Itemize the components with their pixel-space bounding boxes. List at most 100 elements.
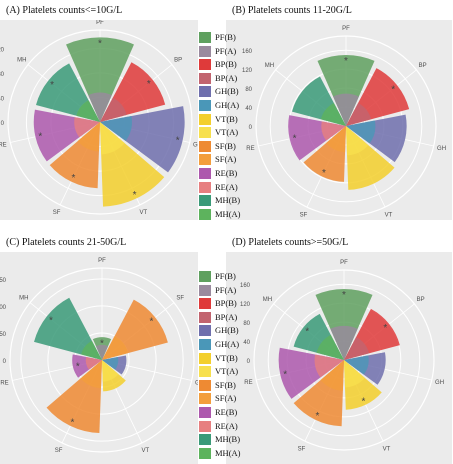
panel-c-title: (C) Platelets counts 21-50G/L <box>6 237 127 248</box>
category-label: VT <box>142 448 150 454</box>
bar-re-a <box>314 354 344 378</box>
r-tick-label: 80 <box>0 72 5 78</box>
legend-bottom-label: RE(B) <box>215 407 238 417</box>
category-label: GH <box>193 142 198 148</box>
panel-b-title: (B) Platelets counts 11-20G/L <box>232 5 352 16</box>
legend-bottom-label: PF(B) <box>215 271 236 281</box>
bar-pf-a <box>330 325 358 360</box>
category-label: RE <box>244 380 252 386</box>
r-tick-label: 0 <box>249 125 253 131</box>
bar-mh-a <box>320 102 346 126</box>
bar-pf-a <box>333 93 359 126</box>
significance-star: * <box>383 323 387 334</box>
legend-bottom-label: BP(B) <box>215 298 237 309</box>
legend-bottom-label: GH(B) <box>215 325 239 336</box>
category-label: PF <box>98 258 106 264</box>
panel-c: (C) Platelets counts 21-50G/L 0 50 100 150 P… <box>0 232 226 464</box>
bar-gh-a <box>100 116 132 141</box>
legend-bottom-swatch <box>199 393 211 405</box>
legend-bottom-label: VT(B) <box>215 352 238 363</box>
panel-d: (D) Platelets counts>=50G/L 0 40 80 120 160 P… <box>226 232 452 464</box>
legend-bottom-label: BP(A) <box>215 311 238 322</box>
legend-top-swatch <box>199 72 211 84</box>
bar-mh-b <box>34 297 102 360</box>
legend-top-label: MH(A) <box>215 208 241 219</box>
category-label: VT <box>385 212 393 218</box>
legend-top-label: MH(B) <box>215 195 241 206</box>
legend-bottom-swatch <box>199 352 211 364</box>
bar-pf-b <box>315 288 373 360</box>
legend-top-swatch <box>199 127 211 139</box>
category-label: VT <box>140 210 148 216</box>
significance-star: * <box>98 38 102 49</box>
r-tick-label: 120 <box>242 68 253 74</box>
r-tick-label: 0 <box>3 359 7 365</box>
legend-bottom-swatch <box>199 271 211 282</box>
category-label: BP <box>174 58 182 64</box>
bar-re-a <box>321 121 346 141</box>
legend-top-swatch <box>199 100 211 111</box>
category-label: RE <box>0 142 7 148</box>
panel-b: (B) Platelets counts 11-20G/L 0 40 80 120 16… <box>226 0 452 232</box>
legend-top-label: BP(B) <box>215 59 237 70</box>
category-label: MH <box>263 297 272 303</box>
r-tick-label: 50 <box>0 332 7 338</box>
r-tick-label: 40 <box>243 340 250 346</box>
legend-bottom-swatch <box>199 447 211 459</box>
legend-bottom-label: SF(A) <box>215 393 237 404</box>
significance-star: * <box>71 417 75 428</box>
significance-star: * <box>361 396 365 407</box>
significance-star: * <box>50 80 54 91</box>
significance-star: * <box>38 132 42 143</box>
legend-bottom-swatch <box>199 311 211 323</box>
legend-top-swatch <box>199 168 211 179</box>
panel-a-title: (A) Platelets counts<=10G/L <box>6 5 123 16</box>
significance-star: * <box>391 84 395 95</box>
legend-top-swatch <box>199 140 211 152</box>
legend-top-label: VT(B) <box>215 113 238 124</box>
significance-star: * <box>176 136 180 147</box>
bar-sf-a <box>326 126 346 153</box>
r-tick-label: 0 <box>1 121 5 127</box>
polar-chart-d: 0 40 80 120 160 PF * BP * GH VT * SF * RE * MH * <box>226 252 452 464</box>
category-label: SF <box>298 446 306 452</box>
legend-bottom-swatch <box>199 379 211 391</box>
bar-bp-a <box>344 336 370 360</box>
legend-bottom-label: RE(A) <box>215 420 238 431</box>
bar-sf-a <box>320 360 344 391</box>
bar-vt-a <box>346 126 369 156</box>
significance-star: * <box>283 369 287 380</box>
legend-bottom-swatch <box>199 366 211 378</box>
legend-top-label: VT(A) <box>215 127 239 138</box>
bar-re-a <box>74 117 100 138</box>
legend-top-swatch <box>199 208 211 220</box>
polar-chart-c: 0 50 100 150 PF * SF * GH VT SF * RE * MH * <box>0 252 198 464</box>
bar-re-a <box>85 356 102 370</box>
category-label: RE <box>246 146 254 152</box>
legend-bottom-swatch <box>199 420 211 432</box>
legend-top-swatch <box>199 113 211 125</box>
legend-top-swatch <box>199 181 211 193</box>
r-tick-label: 0 <box>247 359 251 365</box>
category-label: PF <box>340 260 348 266</box>
bar-vt-a <box>344 360 365 388</box>
significance-star: * <box>342 290 346 301</box>
legend-bottom-swatch <box>199 298 211 310</box>
legend-top-label: SF(A) <box>215 154 237 165</box>
r-tick-label: 40 <box>245 106 252 112</box>
legend-bottom-label: VT(A) <box>215 366 239 377</box>
legend-bottom-label: GH(A) <box>215 339 240 349</box>
legend-top-swatch <box>199 59 211 71</box>
bar-vt-a <box>102 360 119 382</box>
category-label: SF <box>55 448 63 454</box>
category-label: GH <box>435 380 444 386</box>
category-label: MH <box>265 63 274 69</box>
category-label: GH <box>437 146 446 152</box>
legend-bottom-swatch <box>199 284 211 296</box>
significance-star: * <box>305 327 309 338</box>
polar-chart-b: 0 40 80 120 160 PF * BP * GH VT SF * RE * MH <box>226 20 452 220</box>
bar-sf-a <box>80 360 102 389</box>
legend-top-swatch <box>199 86 211 98</box>
bar-pf-b <box>317 54 375 127</box>
category-label: SF <box>300 212 308 218</box>
